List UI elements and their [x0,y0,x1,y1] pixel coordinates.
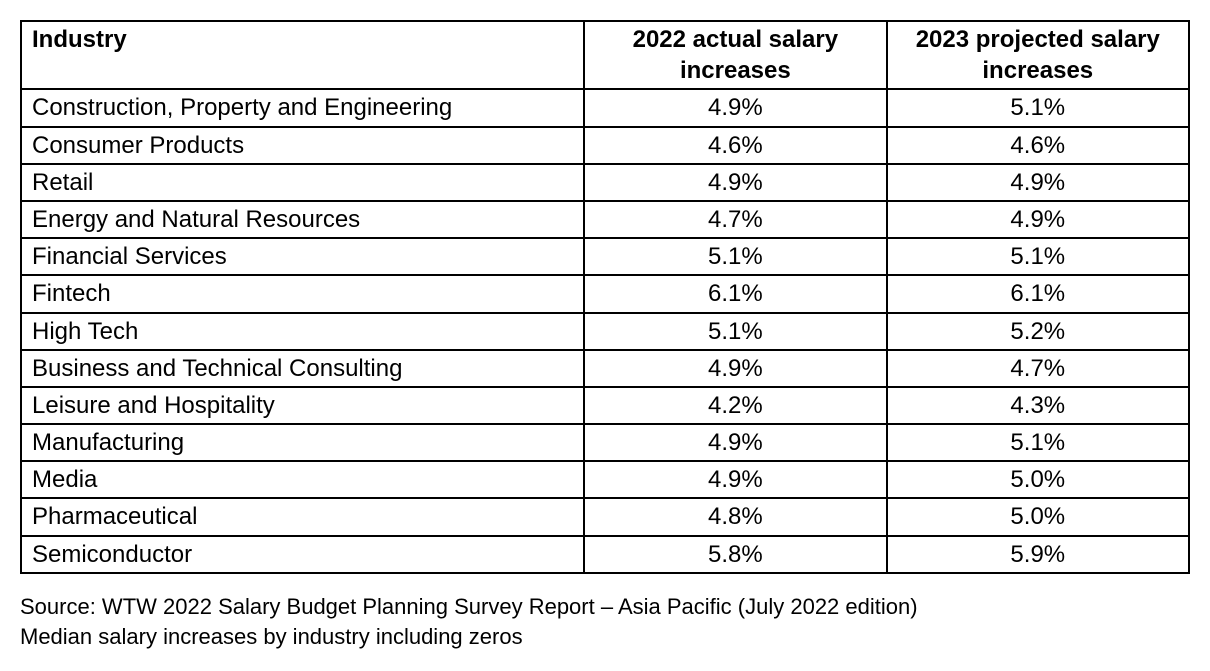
cell-2022: 5.1% [584,313,886,350]
cell-2023: 4.3% [887,387,1189,424]
footnote: Source: WTW 2022 Salary Budget Planning … [20,592,1190,651]
cell-industry: Construction, Property and Engineering [21,89,584,126]
cell-industry: High Tech [21,313,584,350]
cell-industry: Media [21,461,584,498]
table-row: Energy and Natural Resources 4.7% 4.9% [21,201,1189,238]
table-row: Pharmaceutical 4.8% 5.0% [21,498,1189,535]
table-row: Semiconductor 5.8% 5.9% [21,536,1189,573]
cell-2022: 5.1% [584,238,886,275]
table-row: Manufacturing 4.9% 5.1% [21,424,1189,461]
cell-2023: 4.7% [887,350,1189,387]
salary-table: Industry 2022 actual salary increases 20… [20,20,1190,574]
col-header-2022: 2022 actual salary increases [584,21,886,89]
cell-2023: 5.1% [887,424,1189,461]
cell-industry: Semiconductor [21,536,584,573]
cell-2022: 4.9% [584,350,886,387]
cell-2022: 4.2% [584,387,886,424]
cell-2022: 4.9% [584,164,886,201]
cell-2022: 4.9% [584,461,886,498]
cell-2022: 4.8% [584,498,886,535]
table-row: Consumer Products 4.6% 4.6% [21,127,1189,164]
cell-industry: Energy and Natural Resources [21,201,584,238]
cell-2022: 4.7% [584,201,886,238]
cell-industry: Manufacturing [21,424,584,461]
cell-industry: Retail [21,164,584,201]
table-row: Financial Services 5.1% 5.1% [21,238,1189,275]
cell-industry: Pharmaceutical [21,498,584,535]
table-header-row: Industry 2022 actual salary increases 20… [21,21,1189,89]
cell-2023: 4.9% [887,164,1189,201]
table-row: Retail 4.9% 4.9% [21,164,1189,201]
cell-2023: 5.0% [887,498,1189,535]
table-row: Leisure and Hospitality 4.2% 4.3% [21,387,1189,424]
cell-2023: 5.0% [887,461,1189,498]
table-row: Business and Technical Consulting 4.9% 4… [21,350,1189,387]
cell-2023: 5.1% [887,89,1189,126]
cell-industry: Financial Services [21,238,584,275]
cell-2022: 4.6% [584,127,886,164]
cell-2022: 4.9% [584,424,886,461]
cell-2023: 5.1% [887,238,1189,275]
table-row: Construction, Property and Engineering 4… [21,89,1189,126]
table-row: High Tech 5.1% 5.2% [21,313,1189,350]
footnote-note: Median salary increases by industry incl… [20,622,1190,652]
col-header-industry: Industry [21,21,584,89]
table-row: Media 4.9% 5.0% [21,461,1189,498]
cell-2022: 6.1% [584,275,886,312]
cell-2023: 5.9% [887,536,1189,573]
cell-industry: Fintech [21,275,584,312]
footnote-source: Source: WTW 2022 Salary Budget Planning … [20,592,1190,622]
cell-2023: 5.2% [887,313,1189,350]
cell-2023: 6.1% [887,275,1189,312]
cell-industry: Leisure and Hospitality [21,387,584,424]
cell-industry: Consumer Products [21,127,584,164]
cell-industry: Business and Technical Consulting [21,350,584,387]
cell-2023: 4.9% [887,201,1189,238]
col-header-2023: 2023 projected salary increases [887,21,1189,89]
cell-2022: 4.9% [584,89,886,126]
table-row: Fintech 6.1% 6.1% [21,275,1189,312]
cell-2023: 4.6% [887,127,1189,164]
cell-2022: 5.8% [584,536,886,573]
